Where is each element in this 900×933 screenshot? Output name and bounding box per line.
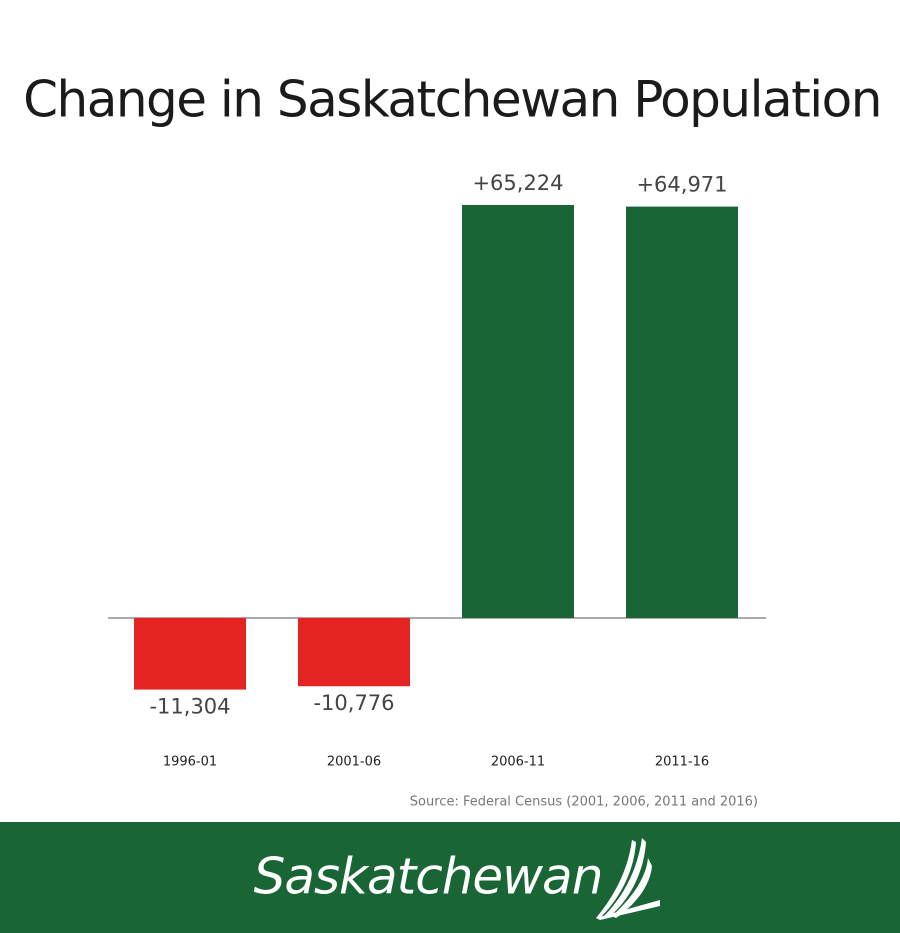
bar — [462, 205, 574, 618]
x-tick-label: 2011-16 — [655, 755, 709, 770]
value-label: -10,776 — [313, 691, 394, 715]
source-note: Source: Federal Census (2001, 2006, 2011… — [410, 795, 758, 810]
footer-band — [0, 822, 900, 933]
value-label: +65,224 — [472, 171, 563, 195]
bar — [626, 206, 738, 619]
logo-icon — [596, 838, 660, 920]
x-tick-label: 1996-01 — [163, 755, 217, 770]
footer-logo: Saskatchewan — [254, 848, 603, 906]
chart-title: Change in Saskatchewan Population — [23, 71, 881, 129]
x-tick-label: 2001-06 — [327, 755, 381, 770]
bar — [134, 618, 246, 690]
value-label: -11,304 — [149, 695, 230, 719]
value-label: +64,971 — [636, 173, 727, 197]
bar — [298, 618, 410, 687]
x-tick-label: 2006-11 — [491, 755, 545, 770]
